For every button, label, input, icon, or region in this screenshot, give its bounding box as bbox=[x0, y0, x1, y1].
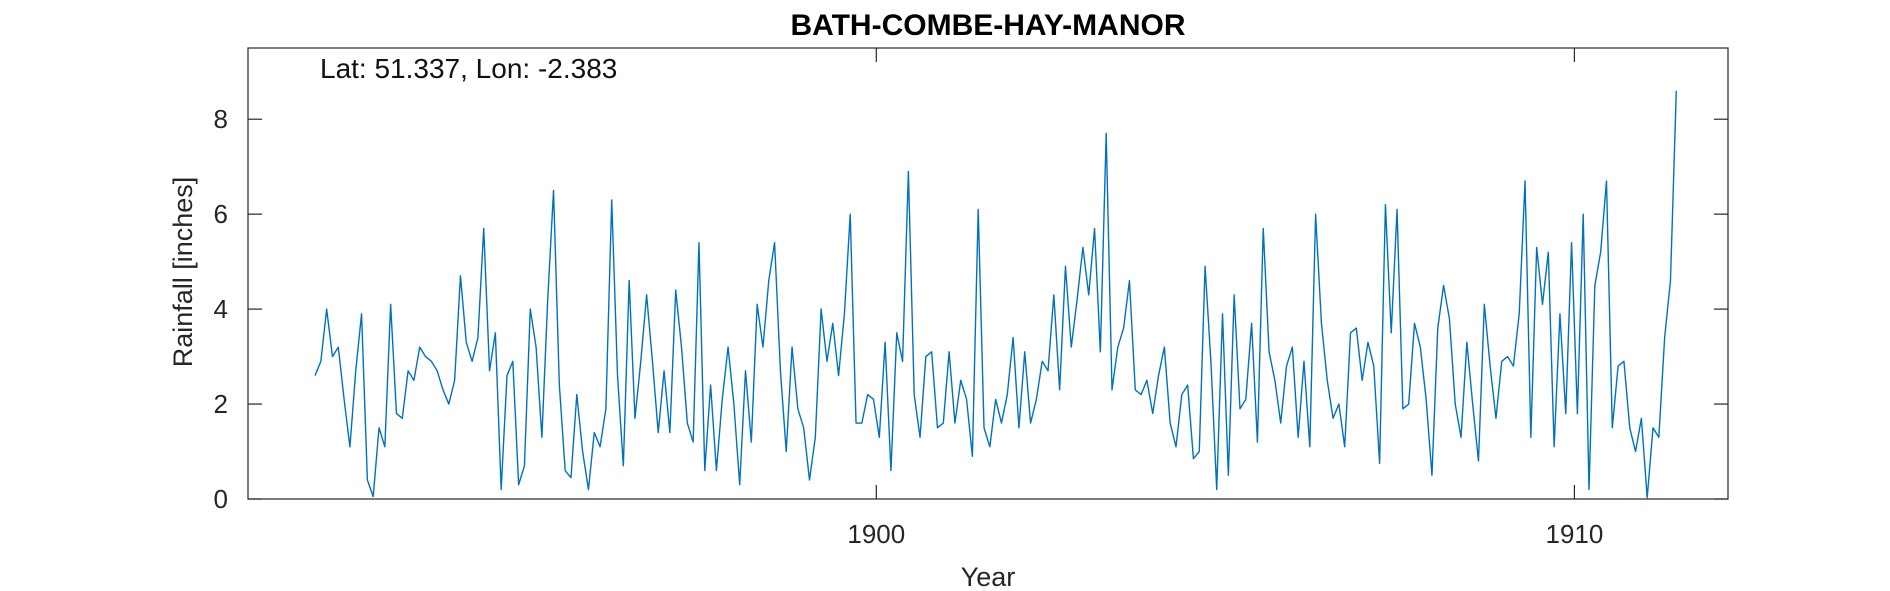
plot-area bbox=[247, 47, 1729, 500]
x-tick-label: 1900 bbox=[847, 519, 905, 549]
axis-ticks bbox=[248, 48, 1728, 500]
x-axis-label: Year bbox=[961, 562, 1016, 591]
y-tick-label: 6 bbox=[214, 199, 228, 229]
y-tick-label: 4 bbox=[214, 294, 228, 324]
chart-title: BATH-COMBE-HAY-MANOR bbox=[791, 9, 1186, 42]
y-tick-label: 8 bbox=[214, 104, 228, 134]
location-annotation: Lat: 51.337, Lon: -2.383 bbox=[320, 53, 617, 84]
tick-labels: 0 2 4 6 8 1900 1910 bbox=[214, 104, 1604, 549]
x-tick-label: 1910 bbox=[1545, 519, 1603, 549]
y-axis-label: Rainfall [inches] bbox=[168, 177, 198, 368]
rainfall-series-line bbox=[314, 90, 1677, 499]
y-tick-label: 2 bbox=[214, 389, 228, 419]
y-tick-label: 0 bbox=[214, 484, 228, 514]
